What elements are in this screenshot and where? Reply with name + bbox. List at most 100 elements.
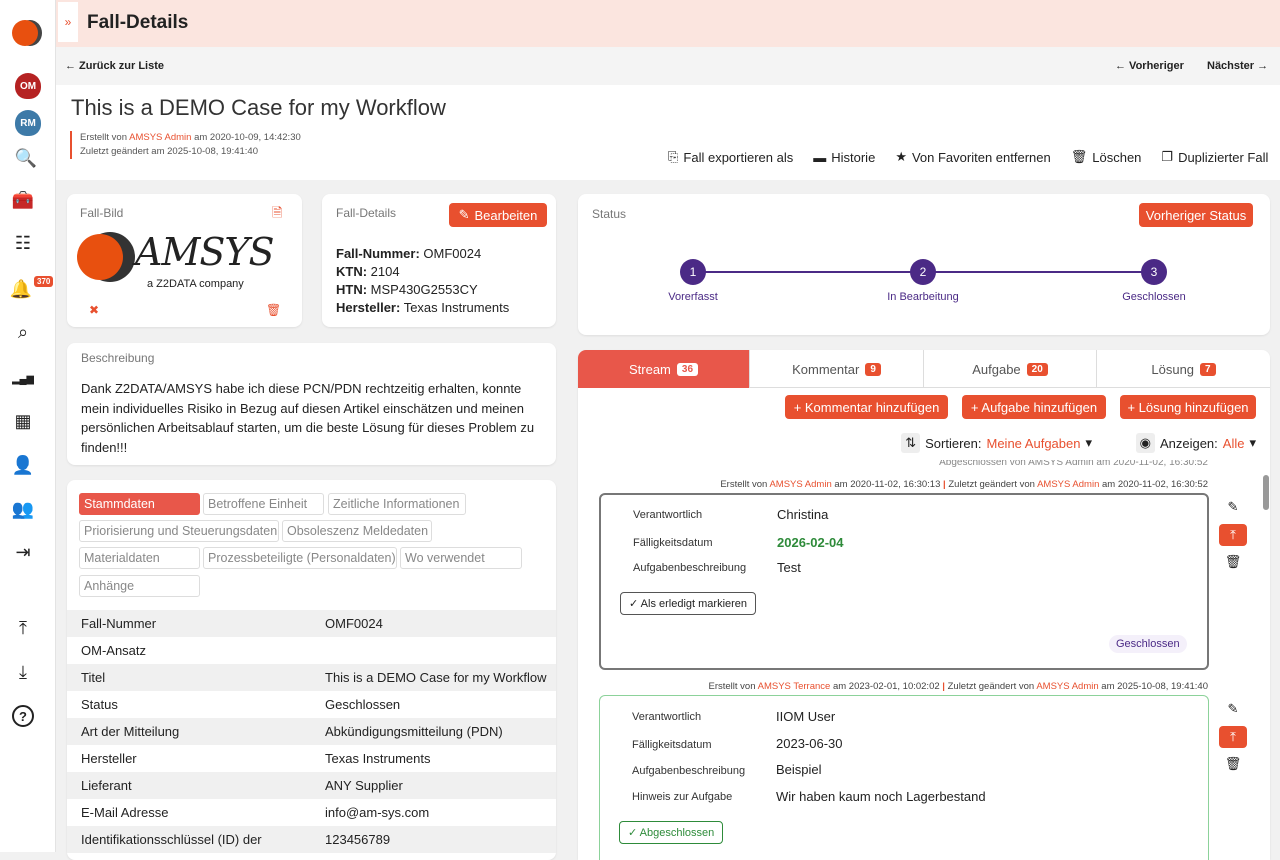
delete-task-icon[interactable]: 🗑 bbox=[1224, 756, 1242, 771]
toolbox-icon[interactable]: 🧰 bbox=[12, 189, 34, 210]
completed-button[interactable]: ✓ Abgeschlossen bbox=[619, 821, 724, 844]
eye-icon: ◉ bbox=[1135, 433, 1155, 453]
sort-icon: ⇅ bbox=[901, 433, 921, 453]
show-value: Alle bbox=[1222, 435, 1245, 451]
edit-task-icon[interactable]: ✎ bbox=[1227, 701, 1239, 716]
expand-sidebar-button[interactable]: » bbox=[58, 2, 78, 42]
back-to-list-link[interactable]: ← Zurück zur Liste bbox=[65, 60, 165, 72]
delete-image-icon[interactable]: 🗑 bbox=[266, 303, 282, 317]
user-icon[interactable]: 👤 bbox=[12, 454, 34, 475]
status-title: Status bbox=[592, 207, 627, 221]
field-htn: HTN: MSP430G2553CY bbox=[336, 282, 478, 297]
sort-label: Sortieren: bbox=[925, 435, 982, 451]
app-logo[interactable] bbox=[12, 20, 42, 46]
tab-materialdaten[interactable]: Materialdaten bbox=[79, 547, 200, 569]
created-by-link[interactable]: AMSYS Admin bbox=[129, 132, 192, 143]
page-title: Fall-Details bbox=[87, 12, 189, 33]
om-module-icon[interactable]: OM bbox=[15, 73, 41, 99]
table-row: Status Geschlossen bbox=[81, 697, 401, 712]
copy-icon: ❐ bbox=[1161, 149, 1174, 164]
tab-obsoleszenz[interactable]: Obsoleszenz Meldedaten bbox=[282, 520, 432, 542]
logout-icon[interactable]: ⇥ bbox=[15, 541, 31, 562]
unfavorite-label: Von Favoriten entfernen bbox=[911, 149, 1051, 165]
tab-aufgabe[interactable]: Aufgabe 20 bbox=[924, 350, 1097, 388]
history-icon: ▬ bbox=[813, 149, 827, 165]
duplicate-button[interactable]: ❐ Duplizierter Fall bbox=[1161, 149, 1268, 165]
tab-kommentar[interactable]: Kommentar 9 bbox=[750, 350, 924, 388]
tab-anhaenge[interactable]: Anhänge bbox=[79, 575, 200, 597]
edit-task-icon[interactable]: ✎ bbox=[1227, 499, 1239, 514]
case-details-card: Fall-Details ✎ Bearbeiten Fall-Nummer: OM… bbox=[322, 194, 556, 327]
delete-task-icon[interactable]: 🗑 bbox=[1224, 554, 1242, 569]
logo-text: AMSYS bbox=[135, 230, 275, 274]
case-toolbar: ⎘ Fall exportieren als ▬ Historie ★ Von Fav… bbox=[668, 149, 1268, 165]
dashboard-icon[interactable]: ▦ bbox=[14, 410, 32, 431]
show-control[interactable]: ◉ Anzeigen: Alle ▾ bbox=[1135, 433, 1256, 453]
description-text: Dank Z2DATA/AMSYS habe ich diese PCN/PDN… bbox=[81, 381, 535, 455]
delete-case-button[interactable]: 🗑 Löschen bbox=[1071, 149, 1142, 165]
rm-search-icon[interactable]: 🔍 bbox=[15, 147, 37, 168]
download-icon[interactable]: ⤓ bbox=[19, 661, 27, 682]
help-icon[interactable]: ? bbox=[12, 705, 34, 727]
previous-link[interactable]: ← Vorheriger bbox=[1115, 60, 1184, 72]
tab-betroffene-einheit[interactable]: Betroffene Einheit bbox=[203, 493, 324, 515]
tab-priorisierung[interactable]: Priorisierung und Steuerungsdaten bbox=[79, 520, 279, 542]
users-settings-icon[interactable]: 👥 bbox=[12, 498, 34, 519]
search-icon[interactable]: ⌕ bbox=[17, 321, 29, 342]
tab-stream[interactable]: Stream 36 bbox=[578, 350, 750, 388]
history-button[interactable]: ▬ Historie bbox=[813, 149, 875, 165]
edit-button[interactable]: ✎ Bearbeiten bbox=[449, 203, 547, 227]
upload-task-icon[interactable]: ⤒ bbox=[1219, 726, 1247, 748]
field-manufacturer: Hersteller: Texas Instruments bbox=[336, 300, 510, 315]
rm-module-icon[interactable]: RM bbox=[15, 110, 41, 136]
step-2: 2 bbox=[910, 259, 936, 285]
table-row: Titel This is a DEMO Case for my Workflow bbox=[67, 664, 556, 691]
case-header: This is a DEMO Case for my Workflow Erst… bbox=[56, 85, 1280, 180]
next-link[interactable]: Nächster → bbox=[1207, 60, 1269, 72]
tab-zeitliche-informationen[interactable]: Zeitliche Informationen bbox=[328, 493, 466, 515]
bell-icon[interactable]: 🔔 bbox=[10, 278, 32, 299]
show-label: Anzeigen: bbox=[1159, 435, 1218, 451]
nav-row: ← Zurück zur Liste ← Vorheriger Nächster… bbox=[56, 47, 1280, 85]
master-data-card: Stammdaten Betroffene Einheit Zeitliche … bbox=[67, 480, 556, 860]
upload-icon[interactable]: ⤒ bbox=[19, 617, 27, 638]
notification-badge: 370 bbox=[34, 276, 54, 287]
add-comment-button[interactable]: + Kommentar hinzufügen bbox=[785, 395, 948, 419]
sort-value: Meine Aufgaben bbox=[986, 435, 1081, 451]
analytics-icon[interactable]: ▂▄▆ bbox=[12, 373, 34, 385]
description-title: Beschreibung bbox=[81, 351, 155, 365]
history-label: Historie bbox=[831, 149, 876, 165]
checklist-icon[interactable]: ☷ bbox=[14, 232, 32, 253]
step-1: 1 bbox=[680, 259, 706, 285]
export-button[interactable]: ⎘ Fall exportieren als bbox=[668, 149, 793, 165]
step-2-label: In Bearbeitung bbox=[887, 291, 959, 303]
stream-tabs: Stream 36 Kommentar 9 Aufgabe 20 Lösung 7 bbox=[578, 350, 1270, 388]
mark-done-button[interactable]: ✓ Als erledigt markieren bbox=[620, 592, 757, 615]
tab-stammdaten[interactable]: Stammdaten bbox=[79, 493, 200, 515]
add-task-button[interactable]: + Aufgabe hinzufügen bbox=[962, 395, 1106, 419]
expand-image-icon[interactable]: ✖ bbox=[89, 303, 100, 317]
sort-control[interactable]: ⇅ Sortieren: Meine Aufgaben ▾ bbox=[901, 433, 1092, 453]
delete-label: Löschen bbox=[1092, 149, 1142, 165]
tab-loesung[interactable]: Lösung 7 bbox=[1097, 350, 1270, 388]
add-solution-button[interactable]: + Lösung hinzufügen bbox=[1120, 395, 1256, 419]
field-case-number: Fall-Nummer: OMF0024 bbox=[336, 246, 482, 261]
previous-status-button[interactable]: Vorheriger Status bbox=[1139, 203, 1253, 227]
description-card: Beschreibung Dank Z2DATA/AMSYS habe ich … bbox=[67, 343, 556, 465]
export-label: Fall exportieren als bbox=[683, 149, 794, 165]
task-item: Verantwortlich Christina Fälligkeitsdatum… bbox=[599, 493, 1209, 670]
scrollbar[interactable] bbox=[1263, 475, 1269, 510]
page-header: » Fall-Details bbox=[56, 0, 1280, 47]
file-icon[interactable]: 🗎 bbox=[272, 205, 283, 220]
unfavorite-button[interactable]: ★ Von Favoriten entfernen bbox=[895, 149, 1050, 165]
upload-task-icon[interactable]: ⤒ bbox=[1219, 524, 1247, 546]
star-icon: ★ bbox=[895, 149, 907, 164]
tab-wo-verwendet[interactable]: Wo verwendet bbox=[400, 547, 522, 569]
tab-prozessbeteiligte[interactable]: Prozessbeteiligte (Personaldaten) bbox=[203, 547, 397, 569]
created-prefix: Erstellt von bbox=[80, 132, 127, 143]
table-row: Fall-Nummer OMF0024 bbox=[67, 610, 556, 637]
trash-icon: 🗑 bbox=[1070, 149, 1088, 164]
modified-at: Zuletzt geändert am 2025-10-08, 19:41:40 bbox=[80, 146, 258, 157]
details-fields: Fall-Nummer: OMF0024 KTN: 2104 HTN: MSP4… bbox=[336, 245, 509, 317]
company-logo: AMSYS a Z2DATA company bbox=[77, 232, 297, 294]
